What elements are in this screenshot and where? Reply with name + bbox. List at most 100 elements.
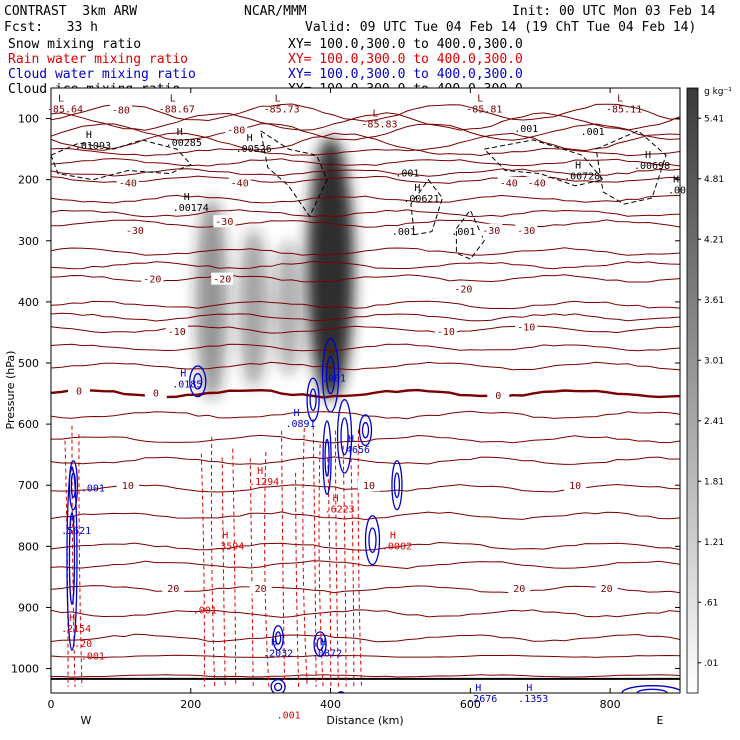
isotherm-label: -10 [517, 322, 535, 333]
extremum-value: .00526 [236, 144, 272, 155]
colorbar-level-label: 4.21 [704, 235, 724, 245]
isotherm-label: -80 [112, 105, 130, 116]
isotherm-label: 20 [601, 584, 613, 595]
isotherm [51, 456, 680, 465]
colorbar-level-label: .01 [704, 659, 718, 669]
isotherm-label-bg [515, 223, 538, 236]
cloud-ice-contours [51, 129, 667, 260]
isotherm-label: -30 [215, 217, 233, 228]
field-cloud-label: Cloud water mixing ratio [8, 67, 196, 82]
extremum-value: .0185 [172, 379, 202, 390]
isotherm-label: -30 [482, 226, 500, 237]
isotherm-label-bg [141, 272, 164, 285]
extremum-value: .1294 [249, 477, 279, 488]
isotherm-label: -80 [227, 126, 245, 137]
extremum-value: .2154 [61, 624, 91, 635]
extremum-value: -85.64 [47, 104, 83, 115]
extremum-value: .4656 [340, 445, 370, 456]
colorbar-level-label: 3.61 [704, 296, 724, 306]
isotherm-label-bg [497, 176, 520, 189]
extremum-marker: H [645, 150, 651, 161]
rain-contours [64, 418, 362, 687]
extremum-value: -88.67 [159, 104, 195, 115]
cloud-contour [270, 678, 286, 693]
isotherm [51, 609, 680, 618]
extremum-value: .001 [581, 127, 605, 138]
isotherm-label-bg [213, 215, 236, 228]
extremum-value: .00174 [173, 203, 209, 214]
isotherm [51, 260, 680, 270]
isotherm-label: -40 [231, 179, 249, 190]
cloud-contour [325, 356, 336, 395]
x-tick-label: 0 [48, 698, 55, 711]
rain-contour [64, 440, 69, 687]
extremum-marker: H [271, 637, 277, 648]
extremum-value: .0891 [285, 419, 315, 430]
extremum-value: .2676 [467, 694, 497, 705]
valid-time: Valid: 09 UTC Tue 04 Feb 14 (19 ChT Tue … [305, 20, 697, 35]
extremum-marker: L [617, 93, 623, 104]
field-cloud-xy: XY= 100.0,300.0 to 400.0,300.0 [288, 67, 523, 82]
extremum-value: .2032 [263, 648, 293, 659]
cloud-contour [361, 421, 370, 439]
isotherm-label: -20 [454, 284, 472, 295]
isotherm-label-bg [564, 479, 587, 492]
x-axis-label: Distance (km) [326, 714, 403, 727]
isotherm-label-bg [434, 325, 457, 338]
rain-contour [232, 448, 237, 687]
isotherm-label: -30 [517, 226, 535, 237]
cloud-contour [337, 691, 345, 693]
isotherm-label: -10 [437, 327, 455, 338]
ice-contour [455, 209, 485, 260]
cloud-contour [306, 377, 320, 422]
extremum-value: -85.81 [466, 104, 502, 115]
extremum-marker: H [69, 515, 75, 526]
forecast-hour: Fcst: 33 h [4, 20, 98, 35]
y-tick-label: 800 [18, 540, 39, 553]
x-tick-label: 200 [180, 698, 201, 711]
init-time: Init: 00 UTC Mon 03 Feb 14 [512, 4, 716, 19]
y-tick-label: 500 [18, 357, 39, 370]
y-tick-label: 1000 [11, 663, 39, 676]
isotherm-label-bg [165, 325, 188, 338]
extremum-marker: H [180, 368, 186, 379]
extremum-value: .001 [81, 651, 105, 662]
x-end-label-west: W [81, 714, 92, 727]
isotherm-label: 0 [153, 388, 159, 399]
isotherm [51, 312, 680, 322]
plot-frame [50, 87, 681, 694]
extremum-marker: H [257, 466, 263, 477]
extremum-marker: L [170, 93, 176, 104]
cloud-contour [322, 420, 332, 496]
isotherm [51, 325, 680, 334]
isotherm-label: -40 [119, 179, 137, 190]
cloud-contour [273, 682, 283, 692]
model-title: CONTRAST 3km ARW [4, 4, 138, 19]
colorbar-level-label: 1.81 [704, 477, 724, 487]
isotherm [51, 168, 680, 177]
isotherm-label-bg [225, 123, 248, 136]
ice-contour [410, 178, 443, 236]
cloud-contour [189, 365, 207, 398]
isotherm-label: 20 [255, 584, 267, 595]
isotherm-label: -30 [126, 226, 144, 237]
isotherm-label-bg [228, 176, 251, 189]
cloud-contour [340, 417, 349, 456]
isotherm-label-bg [357, 479, 380, 492]
rain-contour [200, 453, 205, 687]
extremum-value: .5621 [61, 526, 91, 537]
extremum-marker: L [477, 93, 483, 104]
extremum-marker: H [247, 133, 253, 144]
cloud-contour [309, 388, 317, 412]
cloud-contour [313, 631, 327, 657]
extremum-value: .0002 [382, 541, 412, 552]
isotherm [51, 132, 680, 152]
cloud-contour [316, 637, 324, 651]
y-tick-label: 600 [18, 418, 39, 431]
isotherm-label-bg [109, 103, 132, 116]
extremum-marker: L [58, 93, 64, 104]
x-end-label-east: E [657, 714, 664, 727]
isotherm [51, 560, 680, 570]
rain-contour [357, 429, 362, 687]
ice-contour [595, 130, 667, 205]
